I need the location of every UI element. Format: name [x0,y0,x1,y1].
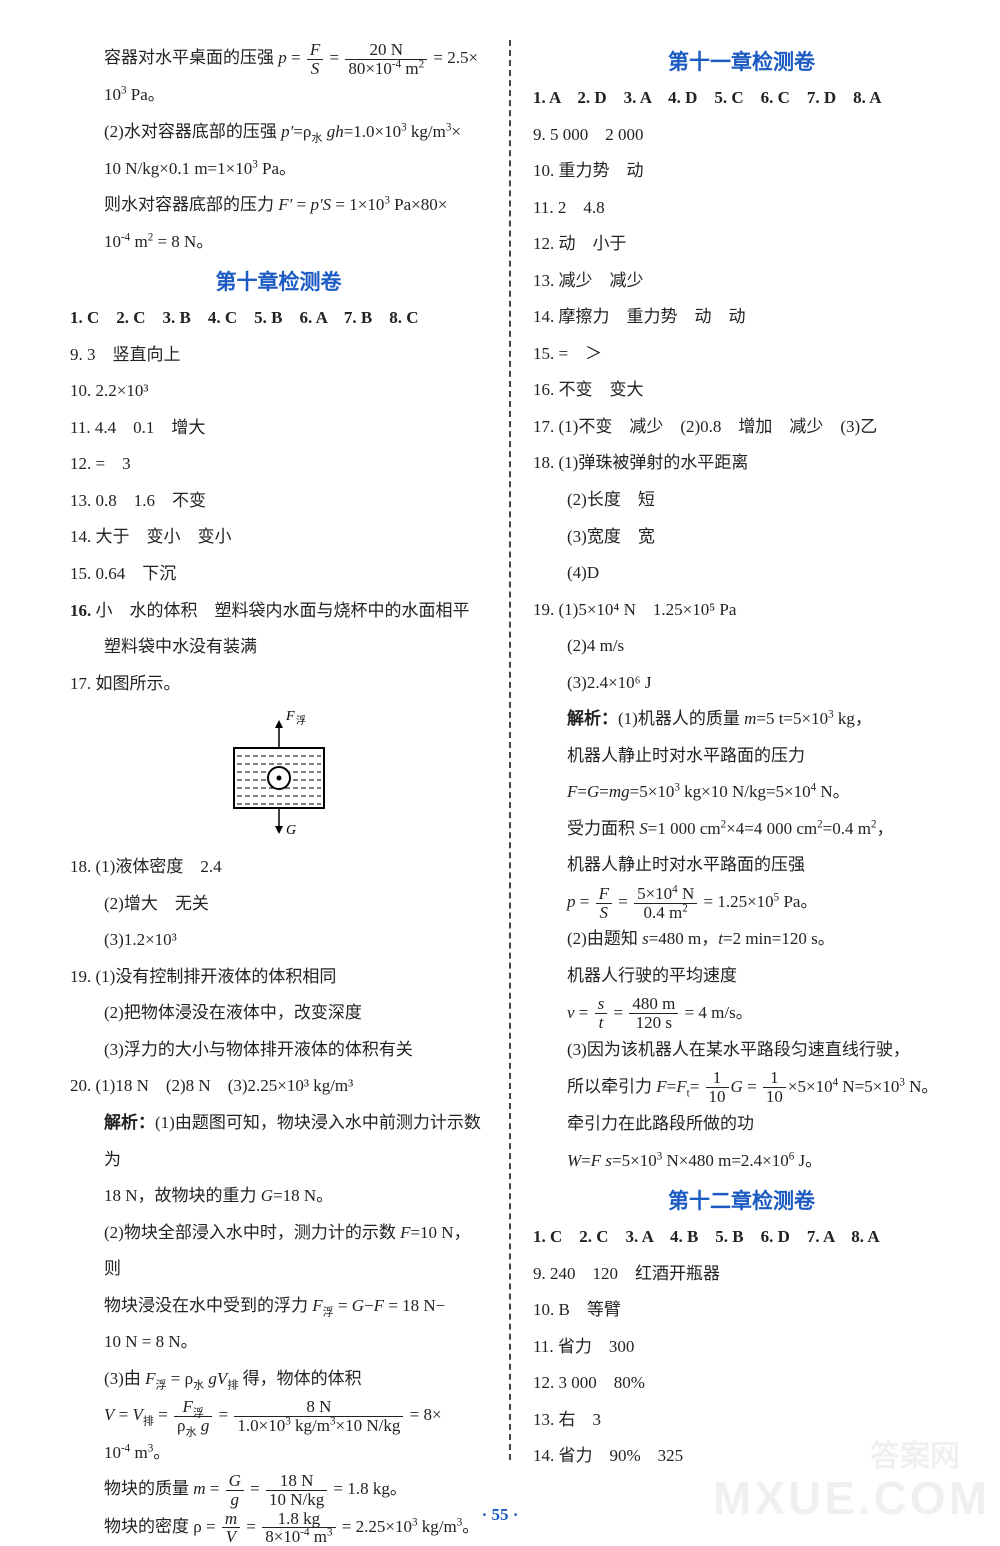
mc-answers-10: 1. C 2. C 3. B 4. C 5. B 6. A 7. B 8. C [70,300,487,337]
answer: 9. 3 竖直向上 [70,337,487,374]
answer: 12. 动 小于 [533,226,950,263]
section-title-11: 第十一章检测卷 [533,46,950,76]
mc-answers-12: 1. C 2. C 3. A 4. B 5. B 6. D 7. A 8. A [533,1219,950,1256]
answer: 9. 240 120 红酒开瓶器 [533,1256,950,1293]
answer: (3)2.4×10⁶ J [533,665,950,702]
section-title-12: 第十二章检测卷 [533,1185,950,1215]
answer: (4)D [533,555,950,592]
svg-text:浮: 浮 [296,715,306,727]
answer: 19. (1)没有控制排开液体的体积相同 [70,959,487,996]
answer: (3)宽度 宽 [533,519,950,556]
page-number: · 55 · [482,1505,519,1525]
explain: 机器人静止时对水平路面的压力 [533,738,950,775]
answer: 10. 重力势 动 [533,153,950,190]
answer: (3)浮力的大小与物体排开液体的体积有关 [70,1032,487,1069]
answer: 12. = 3 [70,446,487,483]
explain: 解析：(1)由题图可知，物块浸入水中前测力计示数为 [70,1105,487,1178]
svg-text:F: F [285,709,295,724]
explain: (3)由 F浮 = ρ水 gV排 得，物体的体积 [70,1361,487,1398]
answer: 13. 0.8 1.6 不变 [70,483,487,520]
left-column: 容器对水平桌面的压强 p = FS = 20 N80×10-4 m2 = 2.5… [70,40,509,1495]
answer: (3)1.2×10³ [70,922,487,959]
watermark-en: MXUE.COM [713,1471,990,1525]
answer: 14. 大于 变小 变小 [70,519,487,556]
equation: F=G=mg=5×103 kg×10 N/kg=5×104 N。 [533,774,950,811]
answer: 16. 小 水的体积 塑料袋内水面与烧杯中的水面相平 [70,593,487,630]
right-column: 第十一章检测卷 1. A 2. D 3. A 4. D 5. C 6. C 7.… [511,40,950,1495]
equation: 所以牵引力 F=Ft= 110G = 110×5×104 N=5×103 N。 [533,1069,950,1106]
answer: 塑料袋中水没有装满 [70,629,487,666]
explain: 机器人行驶的平均速度 [533,958,950,995]
equation: W=F s=5×103 N×480 m=2.4×106 J。 [533,1143,950,1180]
answer: 13. 减少 减少 [533,263,950,300]
buoyancy-figure: F浮 G [70,708,487,843]
explain: 物块浸没在水中受到的浮力 F浮 = G−F = 18 N− [70,1288,487,1325]
explain: (3)因为该机器人在某水平路段匀速直线行驶， [533,1032,950,1069]
explain: 10 N = 8 N。 [70,1324,487,1361]
explain: (2)物块全部浸入水中时，测力计的示数 F=10 N，则 [70,1215,487,1288]
explain: (2)由题知 s=480 m，t=2 min=120 s。 [533,921,950,958]
answer: 17. (1)不变 减少 (2)0.8 增加 减少 (3)乙 [533,409,950,446]
mc-answers-11: 1. A 2. D 3. A 4. D 5. C 6. C 7. D 8. A [533,80,950,117]
explain: 牵引力在此路段所做的功 [533,1106,950,1143]
answer: 11. 2 4.8 [533,190,950,227]
equation: V = V排 = F浮ρ水 g = 8 N1.0×103 kg/m3×10 N/… [70,1397,487,1434]
equation: p = FS = 5×104 N0.4 m2 = 1.25×105 Pa。 [533,884,950,921]
answer: 16. 不变 变大 [533,372,950,409]
answer: (2)把物体浸没在液体中，改变深度 [70,995,487,1032]
answer: (2)4 m/s [533,628,950,665]
answer: 11. 4.4 0.1 增大 [70,410,487,447]
answer: 14. 摩擦力 重力势 动 动 [533,299,950,336]
text: 则水对容器底部的压力 F′ = p′S = 1×103 Pa×80× [70,187,487,224]
watermark-cn: 答案网 [870,1431,960,1475]
text: (2)水对容器底部的压强 p′=ρ水 gh=1.0×103 kg/m3× [70,114,487,151]
answer: 19. (1)5×10⁴ N 1.25×10⁵ Pa [533,592,950,629]
equation: 物块的质量 m = Gg = 18 N10 N/kg = 1.8 kg。 [70,1471,487,1508]
answer: 18. (1)弹珠被弹射的水平距离 [533,445,950,482]
answer: 18. (1)液体密度 2.4 [70,849,487,886]
explain: 机器人静止时对水平路面的压强 [533,847,950,884]
answer: 11. 省力 300 [533,1329,950,1366]
answer: 10. 2.2×10³ [70,373,487,410]
answer: 20. (1)18 N (2)8 N (3)2.25×10³ kg/m³ [70,1068,487,1105]
answer: 15. = ＞ [533,336,950,373]
explain: 解析：(1)机器人的质量 m=5 t=5×103 kg， [533,701,950,738]
text: 10 N/kg×0.1 m=1×103 Pa。 [70,151,487,188]
explain: 受力面积 S=1 000 cm2×4=4 000 cm2=0.4 m2， [533,811,950,848]
svg-text:G: G [286,823,296,838]
explain: 18 N，故物块的重力 G=18 N。 [70,1178,487,1215]
answer: 15. 0.64 下沉 [70,556,487,593]
equation: v = st = 480 m120 s = 4 m/s。 [533,995,950,1032]
answer: (2)增大 无关 [70,886,487,923]
text: 容器对水平桌面的压强 p = FS = 20 N80×10-4 m2 = 2.5… [70,40,487,77]
answer: 12. 3 000 80% [533,1365,950,1402]
answer: 17. 如图所示。 [70,666,487,703]
equation: 物块的密度 ρ = mV = 1.8 kg8×10-4 m3 = 2.25×10… [70,1509,487,1546]
text: 10-4 m2 = 8 N。 [70,224,487,261]
answer: 9. 5 000 2 000 [533,117,950,154]
section-title-10: 第十章检测卷 [70,266,487,296]
text: 103 Pa。 [70,77,487,114]
answer: (2)长度 短 [533,482,950,519]
answer: 10. B 等臂 [533,1292,950,1329]
equation: 10-4 m3。 [70,1435,487,1472]
